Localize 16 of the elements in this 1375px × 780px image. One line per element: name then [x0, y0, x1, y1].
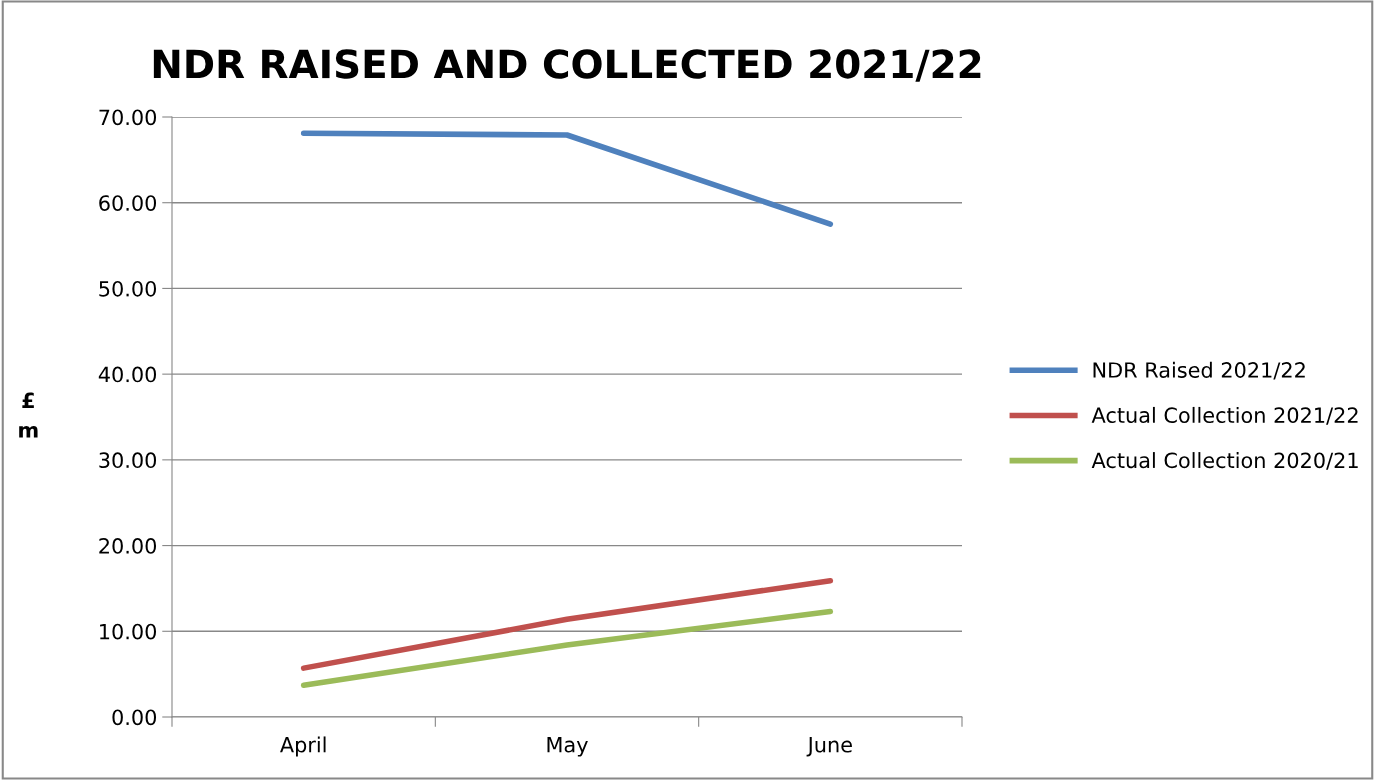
x-tick-label: June	[806, 737, 852, 757]
x-tick-label: May	[547, 737, 588, 757]
y-axis-title: £m	[19, 392, 38, 438]
y-tick-label: 60.00	[99, 195, 157, 211]
y-tick-label: 30.00	[99, 452, 157, 469]
legend-label: Actual Collection 2020/21	[1091, 452, 1358, 470]
y-tick-label: 70.00	[99, 109, 157, 126]
y-tick-label: 50.00	[99, 280, 157, 297]
legend-label: NDR Raised 2021/22	[1093, 361, 1305, 380]
y-tick-label: 20.00	[99, 538, 157, 554]
y-tick-label: 0.00	[112, 709, 157, 726]
chart-title: NDR RAISED AND COLLECTED 2021/22	[153, 49, 981, 82]
legend-label: Actual Collection 2021/22	[1091, 406, 1358, 425]
y-tick-label: 10.00	[100, 623, 157, 640]
y-tick-label: 40.00	[98, 366, 157, 383]
x-tick-label: April	[280, 736, 326, 757]
